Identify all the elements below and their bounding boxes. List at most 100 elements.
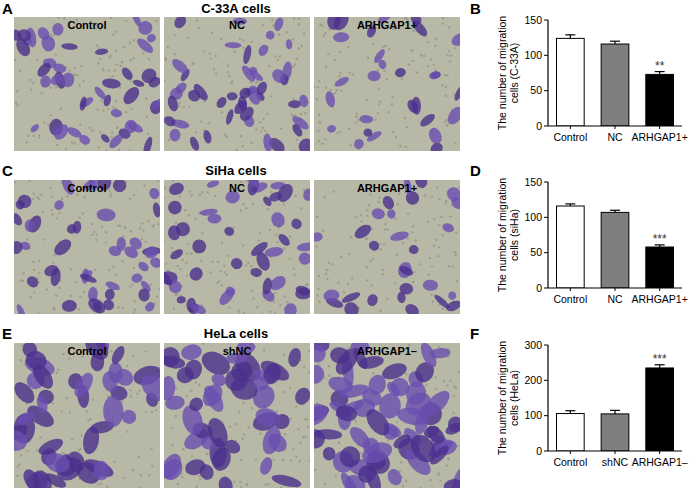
y-label-line: cells (siHa) bbox=[508, 209, 520, 261]
pore bbox=[429, 479, 431, 481]
cell bbox=[366, 293, 380, 308]
pore bbox=[328, 365, 330, 367]
pore bbox=[228, 75, 230, 77]
cell bbox=[173, 80, 188, 95]
pore bbox=[296, 58, 298, 60]
cell bbox=[378, 392, 401, 419]
pore bbox=[150, 448, 152, 450]
cell bbox=[35, 60, 54, 79]
cell bbox=[111, 180, 129, 194]
pore bbox=[365, 238, 367, 240]
pore bbox=[209, 271, 211, 273]
pore bbox=[129, 149, 131, 151]
pore bbox=[109, 195, 111, 197]
pore bbox=[280, 486, 282, 488]
pore bbox=[18, 463, 20, 465]
pore bbox=[294, 63, 296, 65]
pore bbox=[289, 235, 291, 237]
pore bbox=[62, 353, 64, 355]
pore bbox=[386, 78, 388, 80]
pore bbox=[269, 229, 271, 231]
pore bbox=[99, 58, 101, 60]
pore bbox=[142, 229, 144, 231]
pore bbox=[52, 402, 54, 404]
pore bbox=[314, 86, 316, 88]
micrograph bbox=[14, 180, 160, 314]
pore bbox=[195, 19, 197, 21]
pore bbox=[367, 56, 369, 58]
pore bbox=[131, 283, 133, 285]
bar bbox=[601, 212, 629, 288]
cell bbox=[359, 438, 395, 467]
pore bbox=[32, 82, 34, 84]
pore bbox=[194, 381, 196, 383]
pore bbox=[356, 113, 358, 115]
pore bbox=[318, 114, 320, 116]
pore bbox=[396, 253, 398, 255]
cell bbox=[409, 245, 419, 255]
pore bbox=[171, 427, 173, 429]
cell bbox=[244, 180, 262, 190]
x-tick bbox=[570, 126, 571, 129]
cell bbox=[340, 290, 361, 305]
pore bbox=[52, 34, 54, 36]
pore bbox=[140, 238, 142, 240]
x-tick bbox=[659, 126, 660, 129]
cell bbox=[394, 67, 407, 79]
pore bbox=[319, 24, 321, 26]
pore bbox=[263, 118, 265, 120]
pore bbox=[255, 128, 257, 130]
x-tick-label: Control bbox=[553, 131, 587, 143]
pore bbox=[402, 242, 404, 244]
pore bbox=[323, 35, 325, 37]
y-tick-label: 0 bbox=[536, 445, 542, 457]
bar bbox=[556, 206, 584, 288]
pore bbox=[245, 207, 247, 209]
cell bbox=[398, 264, 415, 278]
pore bbox=[147, 220, 149, 222]
cell bbox=[404, 380, 428, 406]
y-tick-label: 50 bbox=[530, 246, 542, 258]
pore bbox=[278, 34, 280, 36]
pore bbox=[88, 126, 90, 128]
cell bbox=[327, 374, 355, 395]
pore bbox=[402, 485, 404, 487]
y-tick-label: 100 bbox=[524, 211, 542, 223]
pore bbox=[83, 291, 85, 293]
pore bbox=[324, 32, 326, 34]
pore bbox=[133, 194, 135, 196]
pore bbox=[307, 284, 309, 286]
pore bbox=[113, 460, 115, 462]
pore bbox=[198, 384, 200, 386]
cell bbox=[102, 78, 122, 90]
pore bbox=[445, 94, 447, 96]
pore bbox=[325, 66, 327, 68]
micrograph bbox=[14, 17, 160, 151]
pore bbox=[230, 82, 232, 84]
plot-area bbox=[556, 35, 673, 126]
cell bbox=[202, 129, 213, 144]
pore bbox=[369, 260, 371, 262]
pore bbox=[237, 310, 239, 312]
pore bbox=[370, 284, 372, 286]
cell bbox=[296, 136, 310, 151]
pore bbox=[229, 426, 231, 428]
cell bbox=[250, 267, 263, 278]
pore bbox=[338, 441, 340, 443]
pore bbox=[251, 407, 253, 409]
pore bbox=[350, 144, 352, 146]
pore bbox=[96, 233, 98, 235]
cell bbox=[232, 98, 249, 116]
pore bbox=[116, 127, 118, 129]
pore bbox=[190, 389, 192, 391]
pore bbox=[36, 58, 38, 60]
pore bbox=[55, 372, 57, 374]
panel-label: B bbox=[470, 0, 481, 17]
cell bbox=[176, 296, 186, 304]
pore bbox=[58, 212, 60, 214]
pore bbox=[308, 350, 310, 352]
pore bbox=[274, 312, 276, 314]
pore bbox=[14, 181, 16, 183]
cell bbox=[142, 244, 159, 260]
pore bbox=[141, 222, 143, 224]
